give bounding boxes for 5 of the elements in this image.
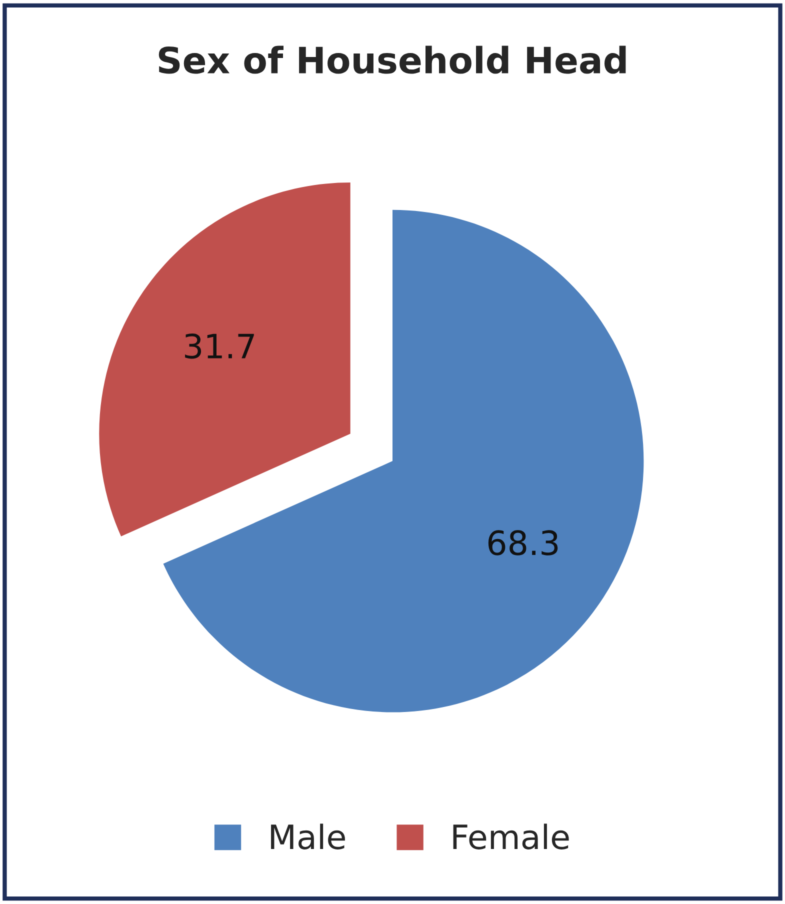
legend-label: Male xyxy=(271,824,345,850)
data-label: 68.3 xyxy=(488,530,558,556)
legend-label: Female xyxy=(453,824,569,850)
chart-title: Sex of Household Head xyxy=(158,46,626,74)
data-label: 31.7 xyxy=(185,333,254,359)
